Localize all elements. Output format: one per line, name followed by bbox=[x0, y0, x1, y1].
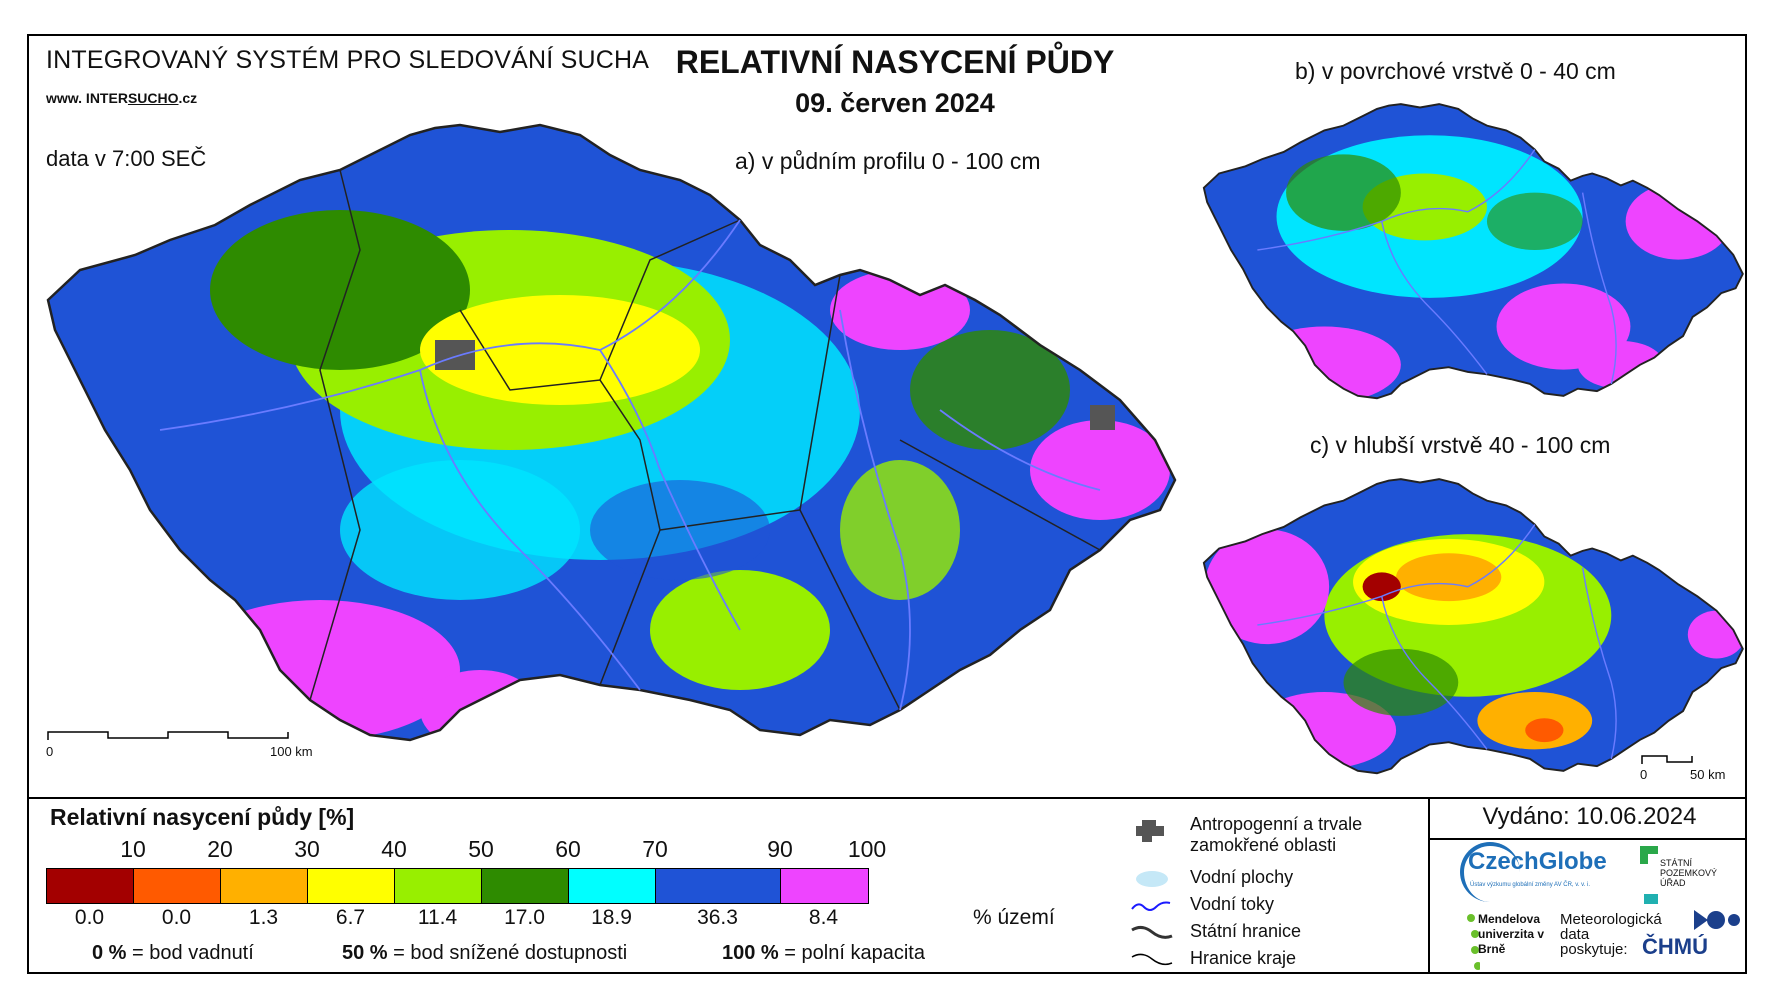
symbol-region-border-label: Hranice kraje bbox=[1190, 948, 1297, 968]
state-border-icon bbox=[1131, 925, 1173, 939]
czechglobe-logo-icon bbox=[1460, 842, 1520, 902]
chmu-logo: ČHMÚ bbox=[1642, 934, 1708, 959]
map-c-label: c) v hlubší vrstvě 40 - 100 cm bbox=[1310, 432, 1611, 458]
urban-area-icon bbox=[1136, 820, 1164, 842]
czechglobe-logo: CzechGlobe bbox=[1468, 848, 1607, 875]
map-a-soil-profile bbox=[46, 123, 1177, 742]
legend-class-swatch bbox=[395, 869, 482, 903]
legend-ticks: 10 20 30 40 50 60 70 90 100 bbox=[46, 836, 986, 864]
mendelu-logo: Mendelova univerzita v Brně bbox=[1478, 912, 1545, 956]
map-title: RELATIVNÍ NASYCENÍ PŮDY bbox=[675, 44, 1115, 80]
legend-class-percent: 36.3 bbox=[697, 906, 738, 929]
map-b-surface-layer bbox=[1202, 103, 1744, 400]
spu-logo-icon bbox=[1640, 846, 1658, 904]
legend-tick-label: 60 bbox=[555, 836, 581, 862]
symbol-water-areas-label: Vodní plochy bbox=[1190, 867, 1294, 887]
legend-class-percent: 18.9 bbox=[591, 906, 632, 929]
spu-logo: STÁTNÍ POZEMKOVÝ ÚŘAD bbox=[1660, 858, 1718, 888]
scale-a-end: 100 km bbox=[270, 744, 313, 759]
map-c-deep-layer bbox=[1202, 478, 1744, 775]
region-border-icon bbox=[1131, 953, 1173, 966]
legend-class-percent: 8.4 bbox=[808, 906, 839, 929]
panel-divider-issued bbox=[1428, 838, 1747, 840]
scale-bar-a bbox=[47, 731, 289, 740]
mendelu-logo-icon bbox=[1467, 914, 1480, 970]
panel-divider bbox=[27, 797, 1747, 799]
meteo-data-provider: Meteorologická data poskytuje: bbox=[1560, 911, 1662, 958]
map-date: 09. červen 2024 bbox=[795, 88, 995, 118]
legend-tick-label: 90 bbox=[767, 836, 793, 862]
website-link[interactable]: www. INTERSUCHO.cz bbox=[46, 90, 198, 106]
legend-tick-label: 50 bbox=[468, 836, 494, 862]
symbol-urban-label: Antropogenní a trvale zamokřené oblasti bbox=[1190, 814, 1363, 855]
legend-class-swatch bbox=[134, 869, 221, 903]
system-name: INTEGROVANÝ SYSTÉM PRO SLEDOVÁNÍ SUCHA bbox=[46, 46, 650, 74]
legend-class-percent: 1.3 bbox=[248, 906, 279, 929]
legend-unit: % území bbox=[973, 906, 1055, 929]
legend-class-percent: 0.0 bbox=[161, 906, 192, 929]
legend-class-percent: 6.7 bbox=[335, 906, 366, 929]
scale-a-start: 0 bbox=[46, 744, 54, 759]
legend-tick-label: 40 bbox=[381, 836, 407, 862]
legend-class-percent: 0.0 bbox=[74, 906, 105, 929]
scale-bar-c bbox=[1641, 755, 1693, 764]
note-field-capacity: 100 % = polní kapacita bbox=[722, 942, 925, 964]
issued-date: Vydáno: 10.06.2024 bbox=[1482, 803, 1697, 830]
legend-class-swatch bbox=[781, 869, 868, 903]
legend-title: Relativní nasycení půdy [%] bbox=[50, 804, 355, 830]
note-reduced-availability: 50 % = bod snížené dostupnosti bbox=[342, 942, 628, 964]
river-icon bbox=[1131, 901, 1171, 911]
symbol-state-border-label: Státní hranice bbox=[1190, 921, 1302, 941]
map-b-label: b) v povrchové vrstvě 0 - 40 cm bbox=[1295, 58, 1616, 84]
legend-class-percent: 11.4 bbox=[417, 906, 458, 929]
panel-divider-vertical bbox=[1428, 797, 1430, 974]
legend-tick-label: 30 bbox=[294, 836, 320, 862]
czechglobe-subtitle: Ústav výzkumu globální změny AV ČR, v. v… bbox=[1470, 882, 1591, 888]
note-wilting-point: 0 % = bod vadnutí bbox=[92, 942, 254, 964]
legend-class-swatch bbox=[221, 869, 308, 903]
legend-tick-label: 10 bbox=[120, 836, 146, 862]
map-a-label: a) v půdním profilu 0 - 100 cm bbox=[735, 148, 1041, 174]
chmu-logo-icon bbox=[1694, 910, 1740, 930]
legend-class-swatch bbox=[308, 869, 395, 903]
legend-class-swatch bbox=[656, 869, 781, 903]
legend-tick-label: 20 bbox=[207, 836, 233, 862]
legend-class-swatch bbox=[482, 869, 569, 903]
legend-colorbar bbox=[46, 868, 869, 904]
legend-percentages: 0.0 0.0 1.3 6.7 11.4 17.0 18.9 36.3 8.4 bbox=[46, 906, 1086, 934]
legend-tick-label: 100 bbox=[847, 836, 887, 862]
scale-c-end: 50 km bbox=[1690, 767, 1726, 782]
legend-class-swatch bbox=[569, 869, 656, 903]
symbol-rivers-label: Vodní toky bbox=[1190, 894, 1275, 914]
legend-class-percent: 17.0 bbox=[504, 906, 545, 929]
scale-c-start: 0 bbox=[1640, 767, 1648, 782]
water-area-icon bbox=[1136, 871, 1168, 887]
legend-tick-label: 70 bbox=[642, 836, 668, 862]
data-time: data v 7:00 SEČ bbox=[46, 146, 207, 171]
legend-class-swatch bbox=[47, 869, 134, 903]
